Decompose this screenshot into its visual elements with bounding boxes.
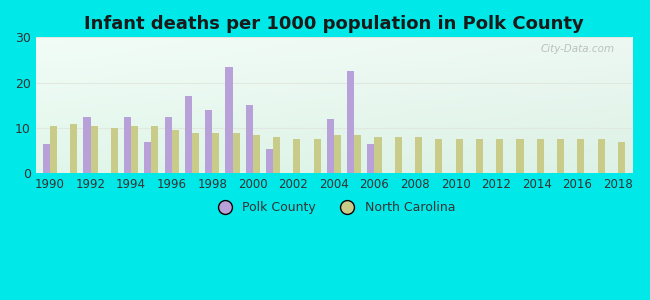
Bar <box>50 126 57 173</box>
Bar <box>266 148 273 173</box>
Bar <box>347 71 354 173</box>
Bar <box>111 128 118 173</box>
Bar <box>354 135 361 173</box>
Bar <box>233 133 240 173</box>
Bar <box>577 140 584 173</box>
Title: Infant deaths per 1000 population in Polk County: Infant deaths per 1000 population in Pol… <box>84 15 584 33</box>
Bar <box>226 67 233 173</box>
Text: City-Data.com: City-Data.com <box>540 44 614 54</box>
Legend: Polk County, North Carolina: Polk County, North Carolina <box>207 196 460 219</box>
Bar <box>253 135 260 173</box>
Bar <box>456 140 463 173</box>
Bar <box>395 137 402 173</box>
Bar <box>205 110 212 173</box>
Bar <box>273 137 280 173</box>
Bar <box>192 133 199 173</box>
Bar <box>151 126 159 173</box>
Bar <box>185 96 192 173</box>
Bar <box>83 117 90 173</box>
Bar <box>597 140 604 173</box>
Bar <box>131 126 138 173</box>
Bar <box>212 133 219 173</box>
Bar <box>334 135 341 173</box>
Bar <box>293 140 300 173</box>
Bar <box>43 144 50 173</box>
Bar <box>124 117 131 173</box>
Bar <box>90 126 98 173</box>
Bar <box>557 140 564 173</box>
Bar <box>246 105 253 173</box>
Bar <box>314 140 320 173</box>
Bar <box>517 140 524 173</box>
Bar <box>70 124 77 173</box>
Bar <box>618 142 625 173</box>
Bar <box>436 140 443 173</box>
Bar <box>374 137 382 173</box>
Bar <box>537 140 544 173</box>
Bar <box>164 117 172 173</box>
Bar <box>496 140 503 173</box>
Bar <box>327 119 334 173</box>
Bar <box>144 142 151 173</box>
Bar <box>172 130 179 173</box>
Bar <box>367 144 374 173</box>
Bar <box>476 140 483 173</box>
Bar <box>415 137 422 173</box>
